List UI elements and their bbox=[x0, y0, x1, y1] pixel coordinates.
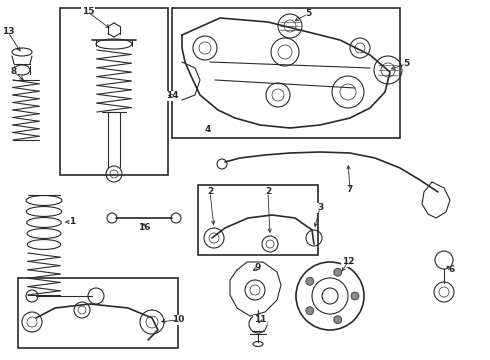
Circle shape bbox=[306, 277, 314, 285]
Bar bbox=[60, 8, 168, 175]
Circle shape bbox=[351, 292, 359, 300]
Text: 16: 16 bbox=[138, 224, 150, 233]
Text: 14: 14 bbox=[166, 91, 178, 100]
Circle shape bbox=[306, 307, 314, 315]
Text: 12: 12 bbox=[342, 257, 354, 266]
Text: 5: 5 bbox=[403, 59, 409, 68]
Text: 10: 10 bbox=[172, 315, 184, 324]
Text: 9: 9 bbox=[255, 264, 261, 273]
Text: 2: 2 bbox=[207, 188, 213, 197]
Text: 15: 15 bbox=[82, 8, 94, 17]
Text: 1: 1 bbox=[69, 217, 75, 226]
Text: 7: 7 bbox=[347, 185, 353, 194]
Circle shape bbox=[334, 268, 342, 276]
Text: 4: 4 bbox=[205, 126, 211, 135]
Text: 8: 8 bbox=[11, 68, 17, 77]
Bar bbox=[18, 278, 178, 348]
Text: 3: 3 bbox=[317, 203, 323, 212]
Text: 5: 5 bbox=[305, 9, 311, 18]
Text: 6: 6 bbox=[449, 266, 455, 274]
Circle shape bbox=[334, 316, 342, 324]
Bar bbox=[198, 185, 318, 255]
Bar bbox=[172, 8, 400, 138]
Text: 13: 13 bbox=[2, 27, 14, 36]
Text: 2: 2 bbox=[265, 188, 271, 197]
Text: 11: 11 bbox=[254, 315, 266, 324]
